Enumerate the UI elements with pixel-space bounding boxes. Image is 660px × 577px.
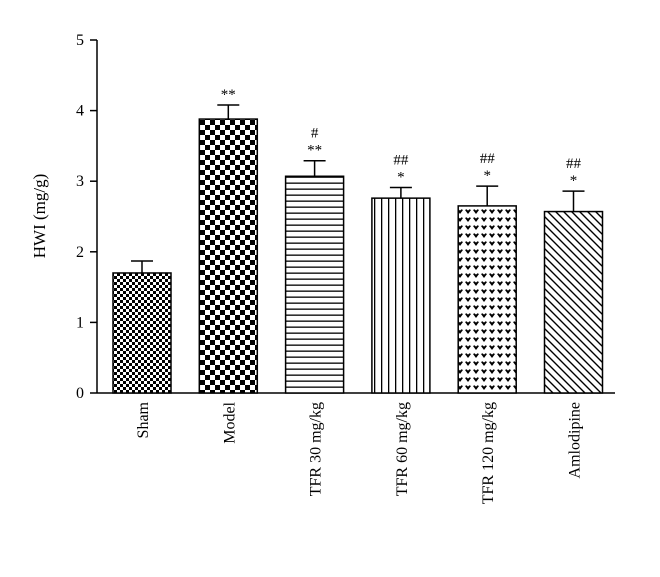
y-tick-label: 1 xyxy=(76,314,84,331)
y-tick-label: 3 xyxy=(76,173,84,190)
y-tick-label: 5 xyxy=(76,32,84,49)
bar-3 xyxy=(371,197,431,394)
x-tick-label: Amlodipine xyxy=(567,402,584,478)
bar-2 xyxy=(284,175,345,394)
bars: **#**##*##*##* xyxy=(112,87,604,394)
x-tick-label: Sham xyxy=(135,401,152,438)
significance-marker: * xyxy=(397,170,405,186)
significance-marker: ## xyxy=(480,151,496,167)
x-tick-label: TFR 60 mg/kg xyxy=(394,402,411,496)
bar-0 xyxy=(112,272,172,394)
significance-marker: # xyxy=(311,126,319,142)
bar-4 xyxy=(457,205,517,394)
significance-marker: * xyxy=(483,168,491,184)
significance-marker: ** xyxy=(307,143,322,159)
x-tick-labels: Sham Model TFR 30 mg/kg TFR 60 mg/kg TFR 120… xyxy=(135,401,584,504)
y-tick-label: 2 xyxy=(76,244,84,261)
y-tick-label: 0 xyxy=(76,385,84,402)
y-tick-label: 4 xyxy=(76,103,84,120)
significance-marker: ## xyxy=(566,156,582,172)
significance-marker: ## xyxy=(393,153,409,169)
x-tick-label: TFR 30 mg/kg xyxy=(308,402,325,496)
significance-marker: ** xyxy=(221,87,236,103)
bar-1 xyxy=(198,118,259,394)
y-axis-title: HWI (mg/g) xyxy=(30,174,49,259)
x-tick-label: Model xyxy=(221,401,238,443)
bar-5 xyxy=(543,210,604,394)
x-tick-label: TFR 120 mg/kg xyxy=(480,402,497,504)
y-ticks: 0 1 2 3 4 5 xyxy=(76,32,97,402)
significance-marker: * xyxy=(570,173,578,189)
